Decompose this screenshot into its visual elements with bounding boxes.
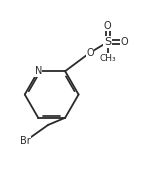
Text: N: N: [34, 66, 42, 76]
Text: Br: Br: [20, 136, 31, 146]
Text: O: O: [104, 21, 111, 31]
Text: CH₃: CH₃: [99, 54, 116, 63]
Text: O: O: [121, 37, 128, 47]
Text: O: O: [86, 48, 94, 58]
Text: S: S: [104, 37, 111, 47]
